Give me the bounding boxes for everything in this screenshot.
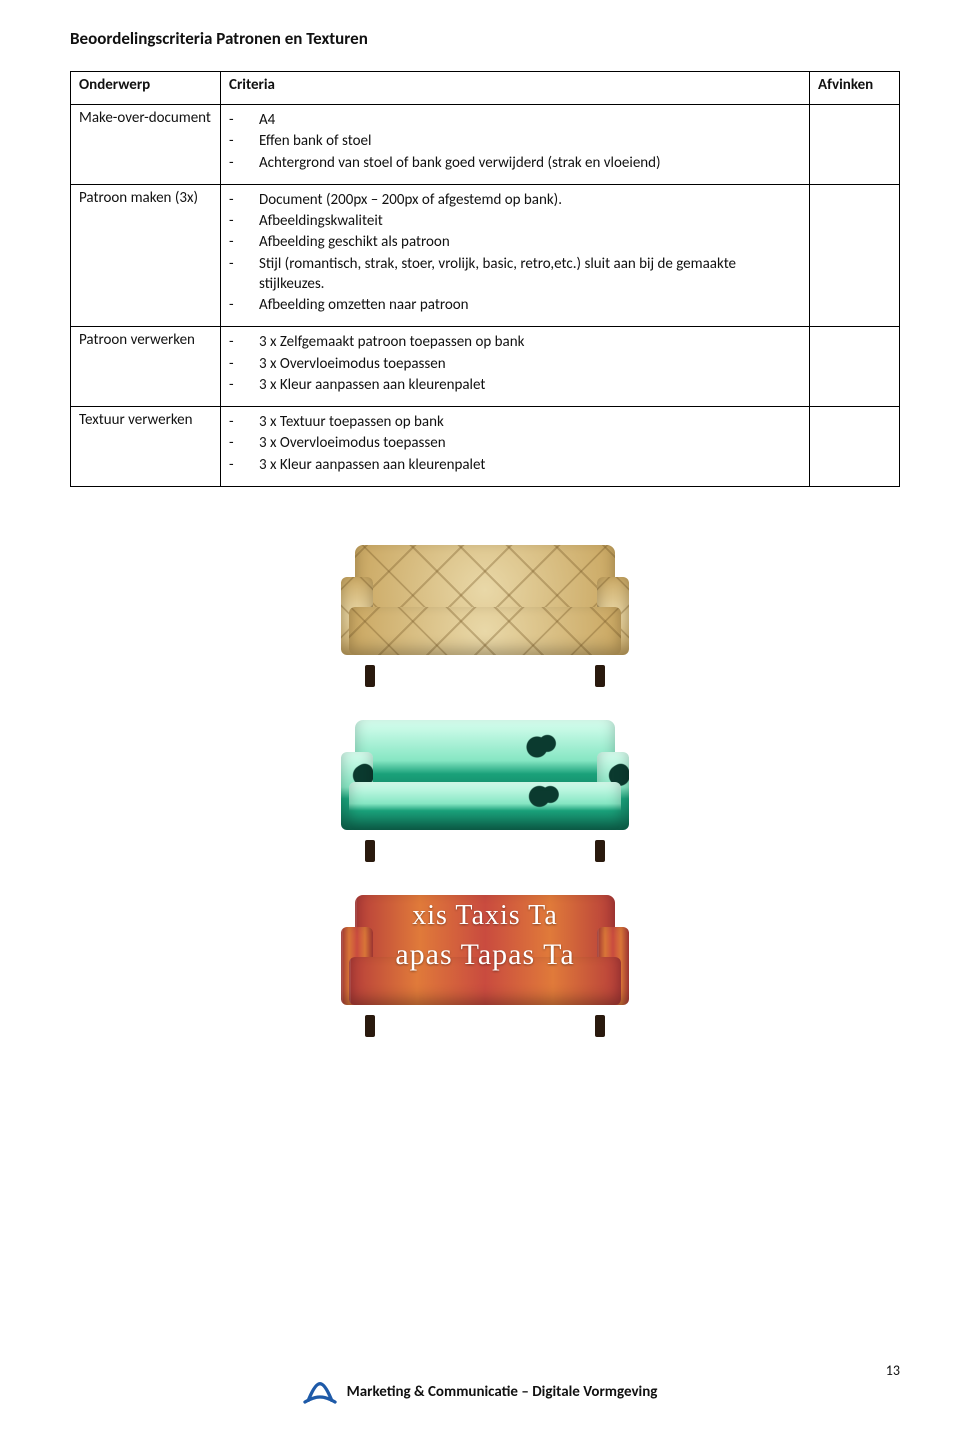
list-item: -3 x Kleur aanpassen aan kleurenpalet: [229, 455, 801, 475]
list-item: -Afbeelding geschikt als patroon: [229, 232, 801, 252]
sofa-image-1: [335, 537, 635, 687]
cell-subject: Textuur verwerken: [71, 407, 221, 487]
cell-check: [810, 184, 900, 327]
list-item: -3 x Zelfgemaakt patroon toepassen op ba…: [229, 332, 801, 352]
table-body: Make-over-document-A4-Effen bank of stoe…: [71, 105, 900, 487]
table-row: Textuur verwerken-3 x Textuur toepassen …: [71, 407, 900, 487]
list-item: -Document (200px – 200px of afgestemd op…: [229, 190, 801, 210]
cell-criteria: -Document (200px – 200px of afgestemd op…: [221, 184, 810, 327]
list-item: -Achtergrond van stoel of bank goed verw…: [229, 153, 801, 173]
cell-criteria: -A4-Effen bank of stoel-Achtergrond van …: [221, 105, 810, 185]
list-item: -Stijl (romantisch, strak, stoer, vrolij…: [229, 254, 801, 295]
sofa-image-2: [335, 712, 635, 862]
th-subject: Onderwerp: [71, 72, 221, 105]
list-item: -Afbeeldingskwaliteit: [229, 211, 801, 231]
table-row: Patroon verwerken -3 x Zelfgemaakt patroo…: [71, 327, 900, 407]
table-row: Patroon maken (3x) -Document (200px – 200…: [71, 184, 900, 327]
th-criteria: Criteria: [221, 72, 810, 105]
cell-subject: Make-over-document: [71, 105, 221, 185]
list-item: -A4: [229, 110, 801, 130]
footer: Marketing & Communicatie – Digitale Vorm…: [0, 1377, 960, 1407]
page: Beoordelingscriteria Patronen en Texture…: [0, 0, 960, 1429]
cell-criteria: -3 x Zelfgemaakt patroon toepassen op ba…: [221, 327, 810, 407]
sofa-images: xis Taxis Ta apas Tapas Ta: [70, 527, 900, 1052]
list-item: -Effen bank of stoel: [229, 131, 801, 151]
table-row: Make-over-document-A4-Effen bank of stoe…: [71, 105, 900, 185]
list-item: -3 x Overvloeimodus toepassen: [229, 354, 801, 374]
cell-subject: Patroon verwerken: [71, 327, 221, 407]
th-check: Afvinken: [810, 72, 900, 105]
cell-check: [810, 327, 900, 407]
criteria-table: Onderwerp Criteria Afvinken Make-over-do…: [70, 71, 900, 487]
cell-check: [810, 105, 900, 185]
cell-subject: Patroon maken (3x): [71, 184, 221, 327]
list-item: -Afbeelding omzetten naar patroon: [229, 295, 801, 315]
list-item: -3 x Overvloeimodus toepassen: [229, 433, 801, 453]
list-item: -3 x Kleur aanpassen aan kleurenpalet: [229, 375, 801, 395]
page-title: Beoordelingscriteria Patronen en Texture…: [70, 28, 900, 49]
footer-logo-icon: [303, 1377, 337, 1407]
cell-check: [810, 407, 900, 487]
footer-text: Marketing & Communicatie – Digitale Vorm…: [347, 1383, 658, 1401]
cell-criteria: -3 x Textuur toepassen op bank-3 x Overv…: [221, 407, 810, 487]
sofa-image-3: xis Taxis Ta apas Tapas Ta: [335, 887, 635, 1037]
list-item: -3 x Textuur toepassen op bank: [229, 412, 801, 432]
